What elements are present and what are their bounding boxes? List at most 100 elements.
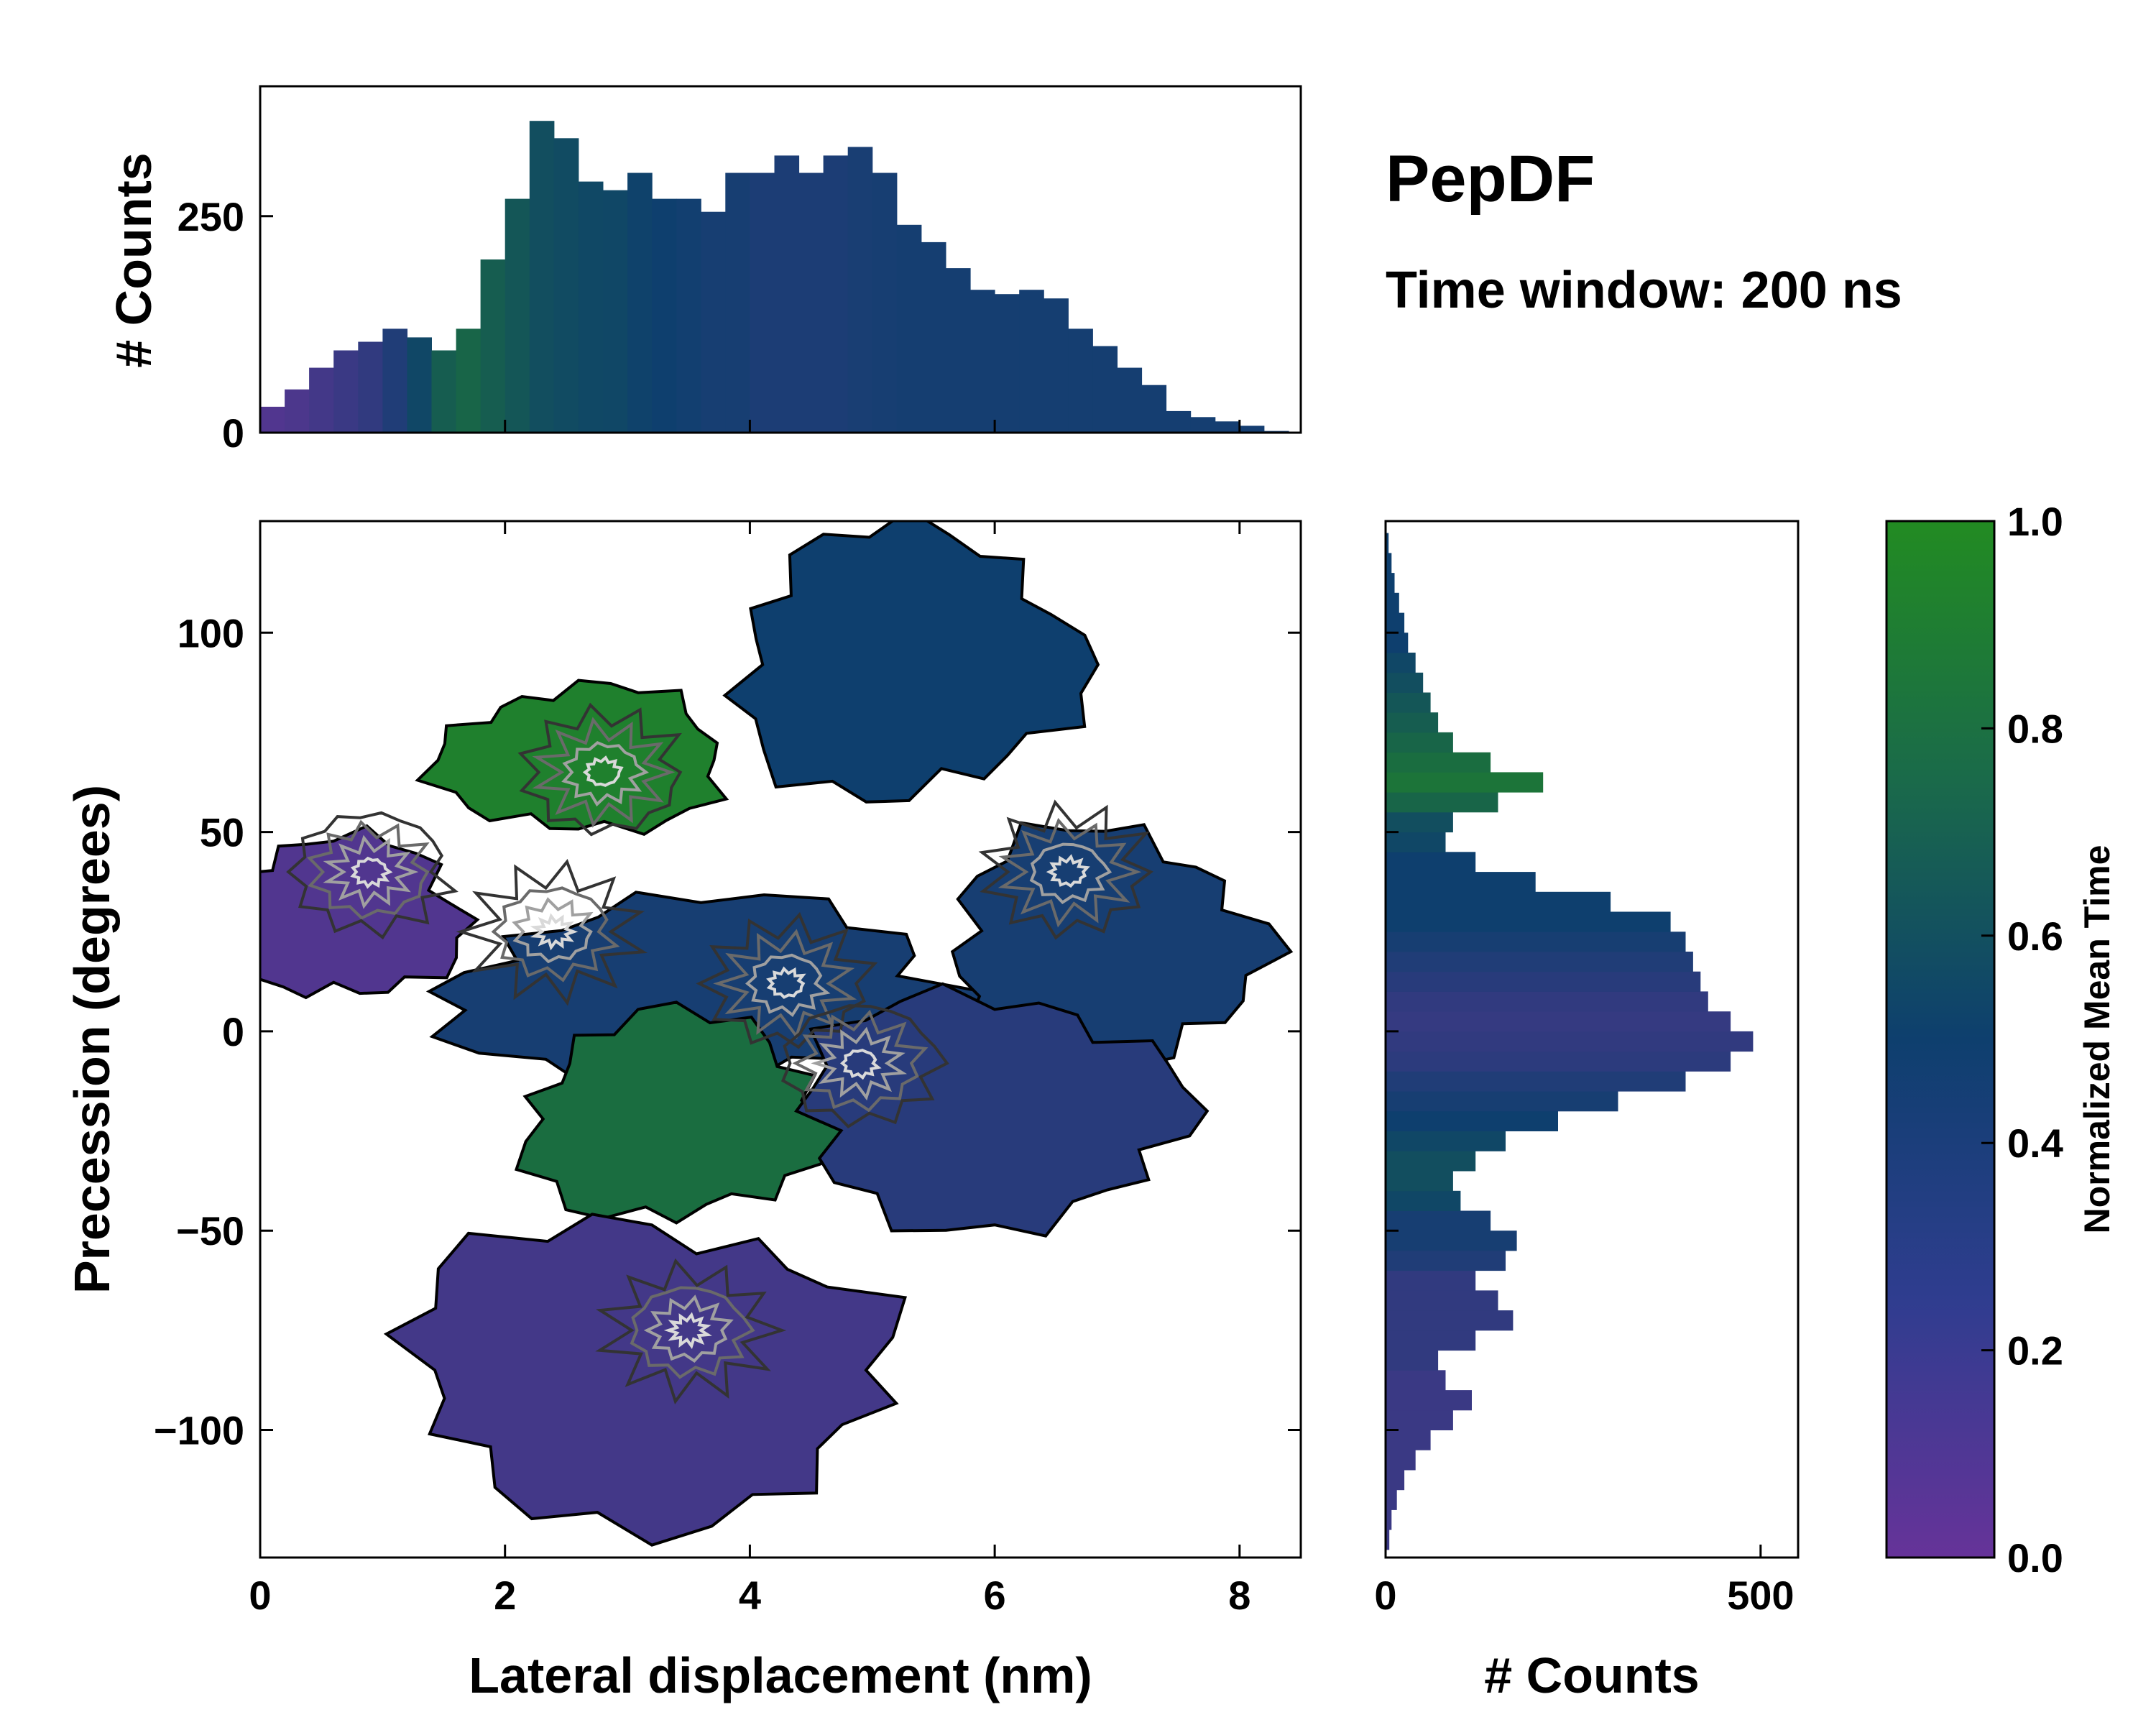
right-histogram-bar	[1386, 553, 1392, 574]
right-histogram-bar	[1386, 952, 1693, 972]
top-histogram-bar	[676, 198, 701, 433]
heatmap-region	[722, 521, 1100, 804]
top-histogram-bar	[970, 290, 995, 433]
right-histogram-bar	[1386, 832, 1446, 852]
colorbar: 0.0 0.2 0.4 0.6 0.8 1.0 Normalized Mean Time	[1885, 499, 2117, 1581]
top-histogram-bar	[480, 259, 506, 433]
right-histogram-bar	[1386, 1230, 1517, 1251]
top-histogram-ylabel: # Counts	[106, 152, 162, 367]
main-xlabel: Lateral displacement (nm)	[469, 1647, 1092, 1703]
main-ylabel: Precession (degrees)	[64, 785, 120, 1294]
top-histogram-bar	[1044, 298, 1069, 433]
right-x-tick-label: 0	[1374, 1573, 1396, 1618]
main-heatmap-frame	[259, 520, 1302, 1559]
right-histogram-bar	[1386, 1290, 1498, 1311]
top-histogram-bar	[847, 147, 873, 433]
top-histogram: 0 250 # Counts	[106, 85, 1302, 456]
density-contours	[286, 702, 1153, 1405]
density-contour	[456, 859, 648, 1006]
right-histogram-bar	[1386, 852, 1476, 873]
right-histogram-bar	[1386, 1151, 1476, 1172]
top-histogram-bar	[407, 337, 432, 433]
figure-subtitle: Time window: 200 ns	[1386, 262, 1902, 319]
y-tick-label: 100	[178, 610, 244, 656]
density-contour	[840, 1049, 882, 1080]
top-histogram-bar	[701, 211, 726, 433]
colorbar-label: Normalized Mean Time	[2077, 845, 2117, 1234]
density-contour	[517, 702, 683, 837]
density-contour	[350, 856, 393, 889]
right-histogram: 0 500 # Counts	[1374, 520, 1800, 1703]
heatmap-regions	[260, 521, 1294, 1547]
right-histogram-bar	[1386, 891, 1611, 912]
colorbar-tick-label: 0.2	[2007, 1328, 2063, 1374]
right-histogram-bar	[1386, 1210, 1491, 1231]
top-histogram-bar	[1092, 346, 1118, 433]
main-heatmap-ticks: 0 2 4 6 8 −100 −50 0 50 100	[154, 521, 1301, 1618]
density-contour	[630, 1286, 755, 1379]
right-histogram-bar	[1386, 991, 1708, 1012]
density-contour	[323, 834, 419, 909]
right-histogram-bar	[1386, 533, 1389, 553]
top-histogram-bar	[823, 155, 849, 433]
right-histogram-bars	[1386, 533, 1754, 1550]
colorbar-tick-label: 0.4	[2007, 1121, 2063, 1166]
density-contour	[532, 717, 676, 828]
x-tick-label: 8	[1228, 1573, 1250, 1618]
right-x-tick-label: 500	[1727, 1573, 1794, 1618]
top-histogram-bars	[260, 121, 1289, 433]
right-histogram-bar	[1386, 1091, 1618, 1112]
top-histogram-bar	[896, 224, 922, 433]
colorbar-frame	[1885, 520, 1996, 1559]
right-histogram-bar	[1386, 1430, 1431, 1450]
right-histogram-bar	[1386, 1250, 1506, 1271]
colorbar-tick-label: 0.6	[2007, 914, 2063, 959]
right-histogram-bar	[1386, 872, 1536, 893]
top-histogram-bar	[1190, 417, 1216, 433]
top-histogram-bar	[529, 121, 555, 433]
right-histogram-bar	[1386, 632, 1409, 653]
top-histogram-bar	[358, 341, 383, 433]
x-tick-label: 0	[249, 1573, 271, 1618]
density-contour	[1029, 842, 1112, 904]
x-tick-label: 4	[739, 1573, 761, 1618]
right-histogram-bar	[1386, 772, 1544, 793]
right-histogram-bar	[1386, 1190, 1461, 1211]
density-contour	[780, 1004, 949, 1128]
right-histogram-bar	[1386, 712, 1439, 733]
top-histogram-bar	[456, 328, 482, 433]
right-histogram-ticks: 0 500	[1374, 631, 1795, 1618]
right-histogram-bar	[1386, 1470, 1405, 1491]
top-histogram-bar	[285, 389, 310, 433]
right-histogram-bar	[1386, 1370, 1446, 1391]
top-histogram-bar	[872, 172, 898, 433]
density-contour	[998, 817, 1142, 928]
top-histogram-bar	[603, 190, 628, 433]
right-histogram-bar	[1386, 1350, 1439, 1371]
colorbar-tick-label: 0.8	[2007, 706, 2063, 751]
density-contour	[491, 886, 620, 983]
right-histogram-bar	[1386, 1110, 1558, 1131]
density-contour	[811, 1026, 908, 1101]
y-tick-label: 50	[200, 810, 244, 855]
density-contour	[792, 1009, 929, 1113]
density-contour	[663, 1312, 712, 1349]
density-contour	[766, 966, 806, 999]
top-y-tick-label: 0	[222, 410, 244, 456]
top-histogram-bar	[309, 367, 334, 433]
top-histogram-bar	[725, 172, 750, 433]
density-contour	[745, 953, 831, 1018]
density-contour	[643, 1294, 734, 1363]
x-tick-label: 2	[494, 1573, 516, 1618]
right-histogram-bar	[1386, 1270, 1476, 1291]
right-histogram-bar	[1386, 1489, 1397, 1510]
density-contour	[561, 740, 650, 807]
top-histogram-bar	[946, 268, 971, 433]
top-histogram-bar	[1117, 367, 1143, 433]
top-histogram-frame	[259, 85, 1302, 434]
y-tick-label: −50	[176, 1208, 244, 1254]
right-histogram-bar	[1386, 911, 1671, 932]
right-histogram-bar	[1386, 1171, 1453, 1192]
x-tick-label: 6	[984, 1573, 1006, 1618]
